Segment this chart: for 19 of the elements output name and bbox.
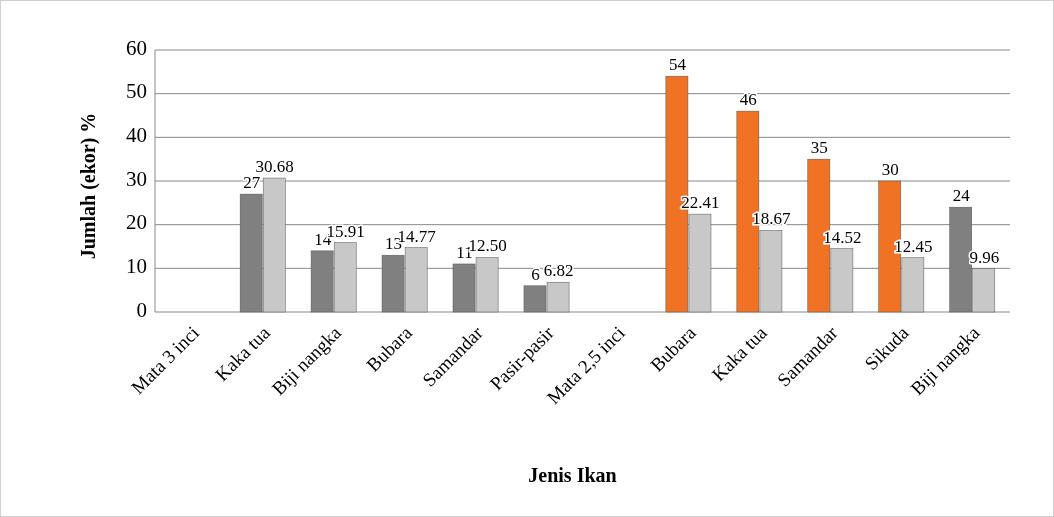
data-label: 24 [952,186,971,206]
data-label: 46 [739,90,757,110]
y-tick-label: 0 [136,297,147,322]
data-label: 11 [456,242,473,262]
y-tick-label: 40 [126,123,147,148]
y-axis-title: Jumlah (ekor) % [77,112,100,260]
data-label: 9.96 [969,247,1000,267]
x-axis-title: Jenis Ikan [528,464,617,486]
y-tick-label: 10 [126,254,147,279]
y-tick-label: 50 [126,79,147,104]
y-tick-label: 20 [126,210,147,235]
data-label: 6.82 [543,261,574,281]
data-label: 54 [668,55,687,75]
y-tick-label: 60 [126,35,147,60]
data-label: 6 [531,264,540,284]
x-tick-label: Mata 3 inci [127,321,204,399]
data-label: 30 [881,160,899,179]
y-tick-label: 30 [126,166,147,191]
data-label: 35 [810,138,828,158]
